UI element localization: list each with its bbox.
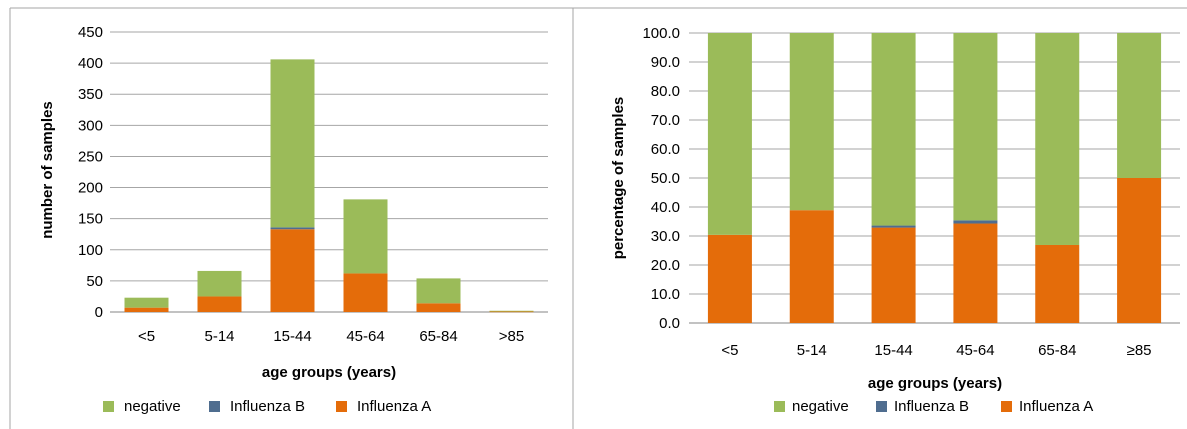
bar-segment-influenza-a: [270, 229, 315, 312]
x-axis-label: age groups (years): [868, 375, 1002, 392]
bar-segment-negative: [1117, 33, 1162, 178]
bar-segment-negative: [270, 59, 315, 228]
x-tick-label: 45-64: [956, 342, 994, 359]
y-tick-label: 40.0: [651, 199, 680, 216]
bar-segment-influenza-a: [1035, 244, 1080, 323]
bar-segment-influenza-a: [953, 223, 998, 323]
bar-segment-influenza-b: [270, 227, 315, 230]
y-axis-label: number of samples: [39, 101, 56, 239]
y-tick-label: 30.0: [651, 228, 680, 245]
bar-segment-influenza-a: [1117, 178, 1162, 323]
x-tick-label: 15-44: [874, 342, 912, 359]
y-tick-label: 0: [95, 304, 103, 321]
bar-segment-negative: [343, 199, 388, 274]
bar-segment-influenza-a: [343, 273, 388, 312]
x-tick-label: 5-14: [204, 328, 234, 345]
legend-swatch-negative: [774, 401, 785, 412]
y-tick-label: 90.0: [651, 54, 680, 71]
bar-segment-negative: [953, 33, 998, 221]
y-tick-label: 100: [78, 242, 103, 259]
legend-label-influenza-b: Influenza B: [230, 398, 305, 415]
y-tick-label: 400: [78, 55, 103, 72]
y-tick-labels: 0.0 10.0 20.0 30.0 40.0 50.0 60.0 70.0 80.0 90.0 1…: [642, 25, 680, 332]
bar-segment-influenza-b: [871, 225, 916, 228]
y-tick-label: 60.0: [651, 141, 680, 158]
y-tick-label: 50: [86, 273, 103, 290]
bar-segment-influenza-b: [953, 220, 998, 224]
legend-swatch-negative: [103, 401, 114, 412]
bar-segment-negative: [124, 297, 169, 308]
bar-segment-influenza-a: [416, 303, 461, 312]
bar-segment-negative: [197, 270, 242, 297]
y-tick-label: 100.0: [642, 25, 680, 42]
y-tick-label: 350: [78, 86, 103, 103]
x-tick-label: 15-44: [273, 328, 311, 345]
bars: [124, 59, 534, 313]
y-tick-label: 70.0: [651, 112, 680, 129]
legend-label-negative: negative: [124, 398, 181, 415]
y-axis-label: percentage of samples: [610, 97, 627, 260]
x-tick-label: ≥85: [1127, 342, 1152, 359]
gridlines: [110, 31, 548, 313]
legend-swatch-influenza-a: [1001, 401, 1012, 412]
legend-swatch-influenza-b: [209, 401, 220, 412]
x-tick-label: <5: [721, 342, 738, 359]
x-tick-label: >85: [499, 328, 524, 345]
y-tick-label: 0.0: [659, 315, 680, 332]
gridlines: [689, 32, 1180, 324]
bars: [707, 33, 1162, 323]
x-tick-label: 65-84: [1038, 342, 1076, 359]
x-tick-label: 65-84: [419, 328, 457, 345]
y-tick-label: 200: [78, 180, 103, 197]
bar-segment-negative: [416, 278, 461, 304]
x-axis-label: age groups (years): [262, 364, 396, 381]
legend: negative Influenza B Influenza A: [774, 398, 1093, 415]
bar-segment-negative: [707, 33, 752, 235]
bar-segment-influenza-a: [789, 210, 834, 323]
bar-segment-negative: [789, 33, 834, 211]
bar-segment-influenza-a: [871, 227, 916, 323]
legend-label-influenza-b: Influenza B: [894, 398, 969, 415]
x-tick-labels: <5 5-14 15-44 45-64 65-84 >85: [138, 328, 524, 345]
legend-swatch-influenza-b: [876, 401, 887, 412]
y-tick-labels: 0 50 100 150 200 250 300 350 400 450: [78, 24, 103, 321]
y-tick-label: 80.0: [651, 83, 680, 100]
legend-label-influenza-a: Influenza A: [357, 398, 431, 415]
y-tick-label: 450: [78, 24, 103, 41]
legend: negative Influenza B Influenza A: [103, 398, 431, 415]
chart-number-of-samples: 0 50 100 150 200 250 300 350 400 450 <5 5-14 15-44 4…: [39, 24, 548, 415]
y-tick-label: 50.0: [651, 170, 680, 187]
bar-segment-influenza-a: [197, 296, 242, 312]
x-tick-label: 45-64: [346, 328, 384, 345]
bar-segment-influenza-a: [707, 234, 752, 323]
bar-segment-influenza-a: [124, 307, 169, 312]
bar-segment-negative: [489, 310, 534, 312]
y-tick-label: 250: [78, 148, 103, 165]
x-tick-label: 5-14: [797, 342, 827, 359]
y-tick-label: 10.0: [651, 286, 680, 303]
x-tick-labels: <5 5-14 15-44 45-64 65-84 ≥85: [721, 342, 1151, 359]
x-tick-label: <5: [138, 328, 155, 345]
legend-label-negative: negative: [792, 398, 849, 415]
legend-swatch-influenza-a: [336, 401, 347, 412]
chart-percentage-of-samples: 0.0 10.0 20.0 30.0 40.0 50.0 60.0 70.0 80.0 90.0 1…: [610, 25, 1180, 415]
legend-label-influenza-a: Influenza A: [1019, 398, 1093, 415]
y-tick-label: 20.0: [651, 257, 680, 274]
bar-segment-negative: [871, 33, 916, 226]
y-tick-label: 150: [78, 211, 103, 228]
y-tick-label: 300: [78, 117, 103, 134]
bar-segment-negative: [1035, 33, 1080, 245]
bar-segment-influenza-a: [489, 311, 534, 313]
